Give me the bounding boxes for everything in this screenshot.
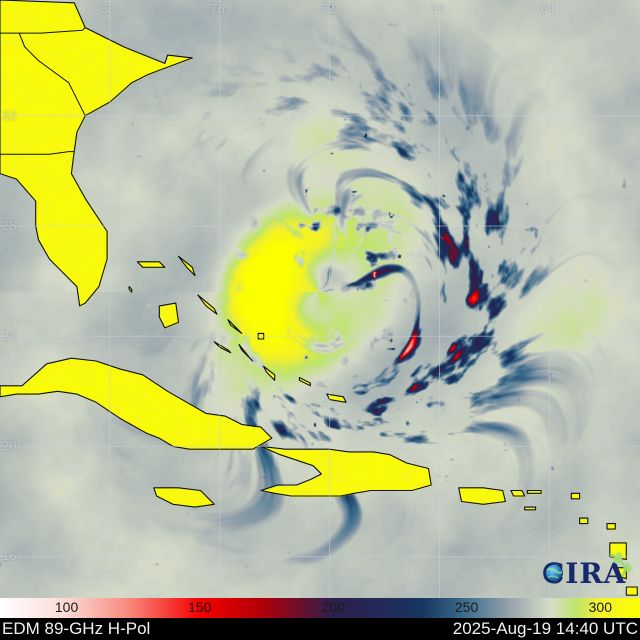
graticule-layer — [0, 0, 640, 598]
colorbar-tick-150: 150 — [187, 599, 212, 615]
status-bar: EDM 89-GHz H-Pol 2025-Aug-19 14:40 UTC — [0, 618, 640, 640]
colorbar-tick-200: 200 — [321, 599, 346, 615]
timestamp-label: 2025-Aug-19 14:40 UTC — [452, 619, 638, 638]
colorbar-tick-100: 100 — [54, 599, 79, 615]
cira-logo: CIRA — [542, 552, 632, 590]
map-overlay-vectors — [0, 0, 640, 598]
coastline-layer — [0, 0, 638, 596]
colorbar-gradient — [0, 598, 640, 618]
colorbar: 100 150 200 250 300 — [0, 598, 640, 618]
satellite-map[interactable]: -80 -76 -72 -68 -64 32 28 24 20 16 CIRA — [0, 0, 640, 598]
product-label: EDM 89-GHz H-Pol — [2, 619, 151, 638]
colorbar-tick-300: 300 — [588, 599, 612, 615]
colorbar-tick-250: 250 — [454, 599, 479, 615]
microwave-imagery-canvas — [0, 0, 640, 598]
